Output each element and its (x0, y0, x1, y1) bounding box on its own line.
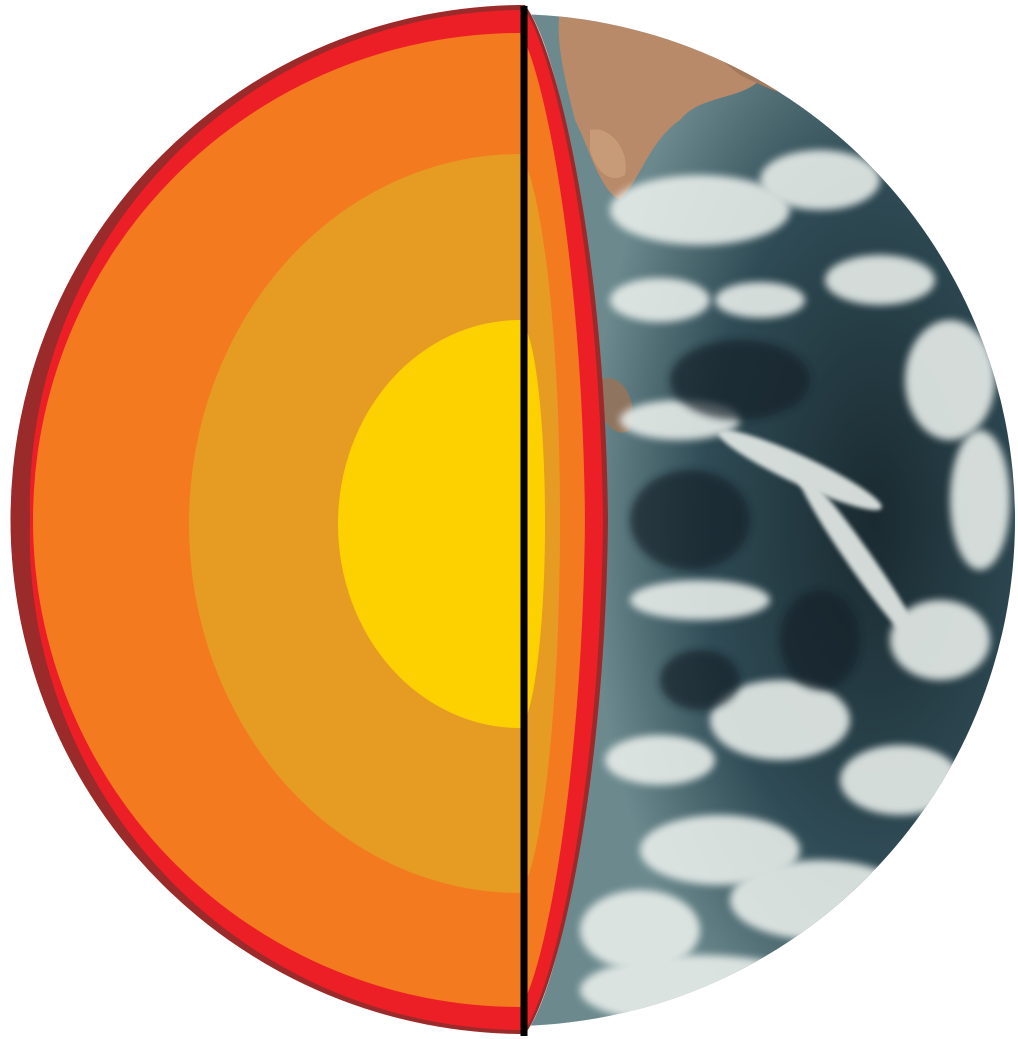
cutaway-layers (10, 5, 608, 1034)
inner-core-layer (338, 320, 545, 728)
ocean-shadows (630, 340, 860, 710)
cloud-layer (580, 150, 1010, 1025)
